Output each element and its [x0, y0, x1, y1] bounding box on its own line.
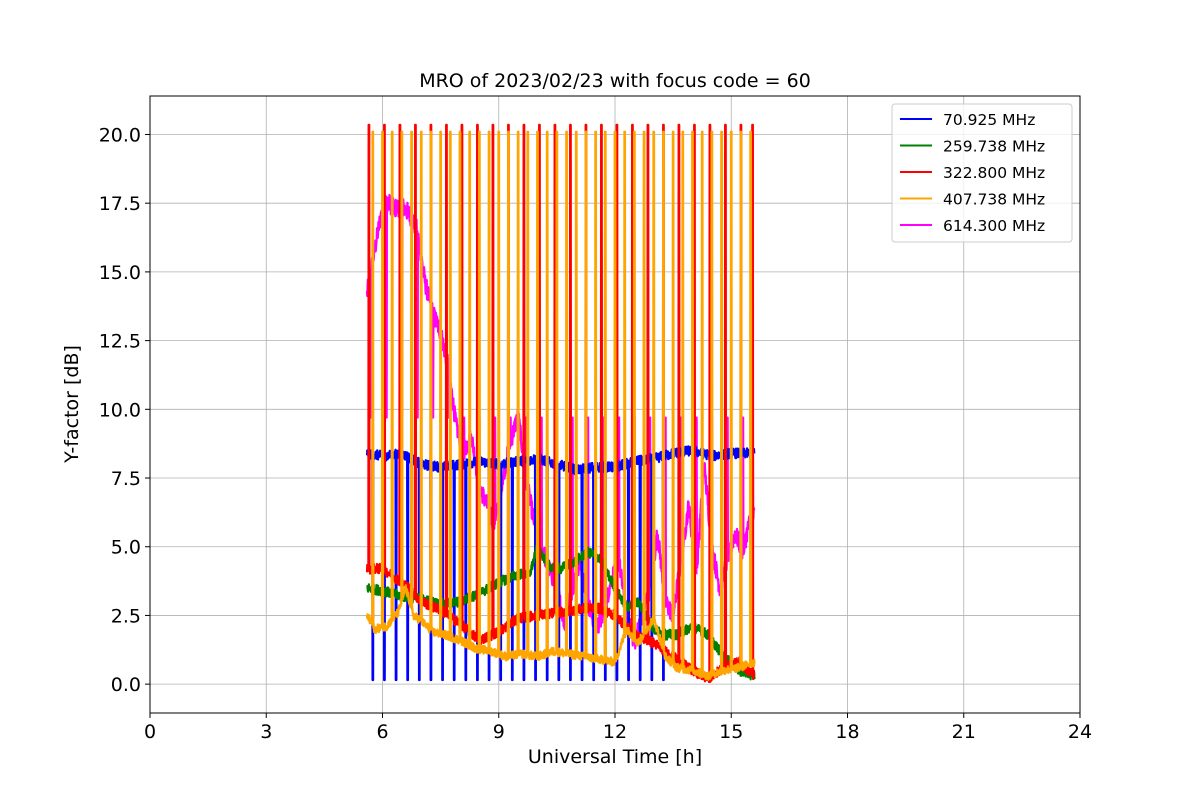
- y-tick-label: 20.0: [99, 124, 141, 146]
- legend-label: 322.800 MHz: [943, 164, 1045, 182]
- y-tick-label: 7.5: [111, 468, 141, 490]
- y-axis-label: Y-factor [dB]: [61, 345, 83, 464]
- legend-label: 70.925 MHz: [943, 111, 1035, 129]
- x-tick-label: 0: [144, 721, 156, 743]
- y-tick-label: 15.0: [99, 262, 141, 284]
- x-tick-label: 21: [952, 721, 976, 743]
- x-tick-label: 6: [376, 721, 388, 743]
- legend-label: 259.738 MHz: [943, 138, 1045, 156]
- series-layer: [365, 123, 756, 684]
- x-tick-label: 15: [719, 721, 743, 743]
- x-tick-label: 9: [493, 721, 505, 743]
- y-tick-label: 0.0: [111, 674, 141, 696]
- y-tick-label: 2.5: [111, 605, 141, 627]
- x-tick-label: 24: [1068, 721, 1092, 743]
- x-tick-label: 18: [835, 721, 859, 743]
- legend: 70.925 MHz 259.738 MHz 322.800 MHz 407.7…: [891, 103, 1073, 243]
- axis-ticks: 0 3 6 9 12 15 18 21 24 0.0 2.5 5.0 7.5 10.0 12.5 15.0 17…: [99, 124, 1092, 743]
- y-tick-label: 5.0: [111, 537, 141, 559]
- chart-title: MRO of 2023/02/23 with focus code = 60: [419, 70, 811, 92]
- x-tick-label: 12: [603, 721, 627, 743]
- y-tick-label: 10.0: [99, 399, 141, 421]
- legend-label: 407.738 MHz: [943, 191, 1045, 209]
- y-tick-label: 12.5: [99, 331, 141, 353]
- legend-label: 614.300 MHz: [943, 217, 1045, 235]
- x-axis-label: Universal Time [h]: [528, 746, 702, 768]
- legend-box: [891, 103, 1073, 243]
- x-tick-label: 3: [260, 721, 272, 743]
- y-tick-label: 17.5: [99, 193, 141, 215]
